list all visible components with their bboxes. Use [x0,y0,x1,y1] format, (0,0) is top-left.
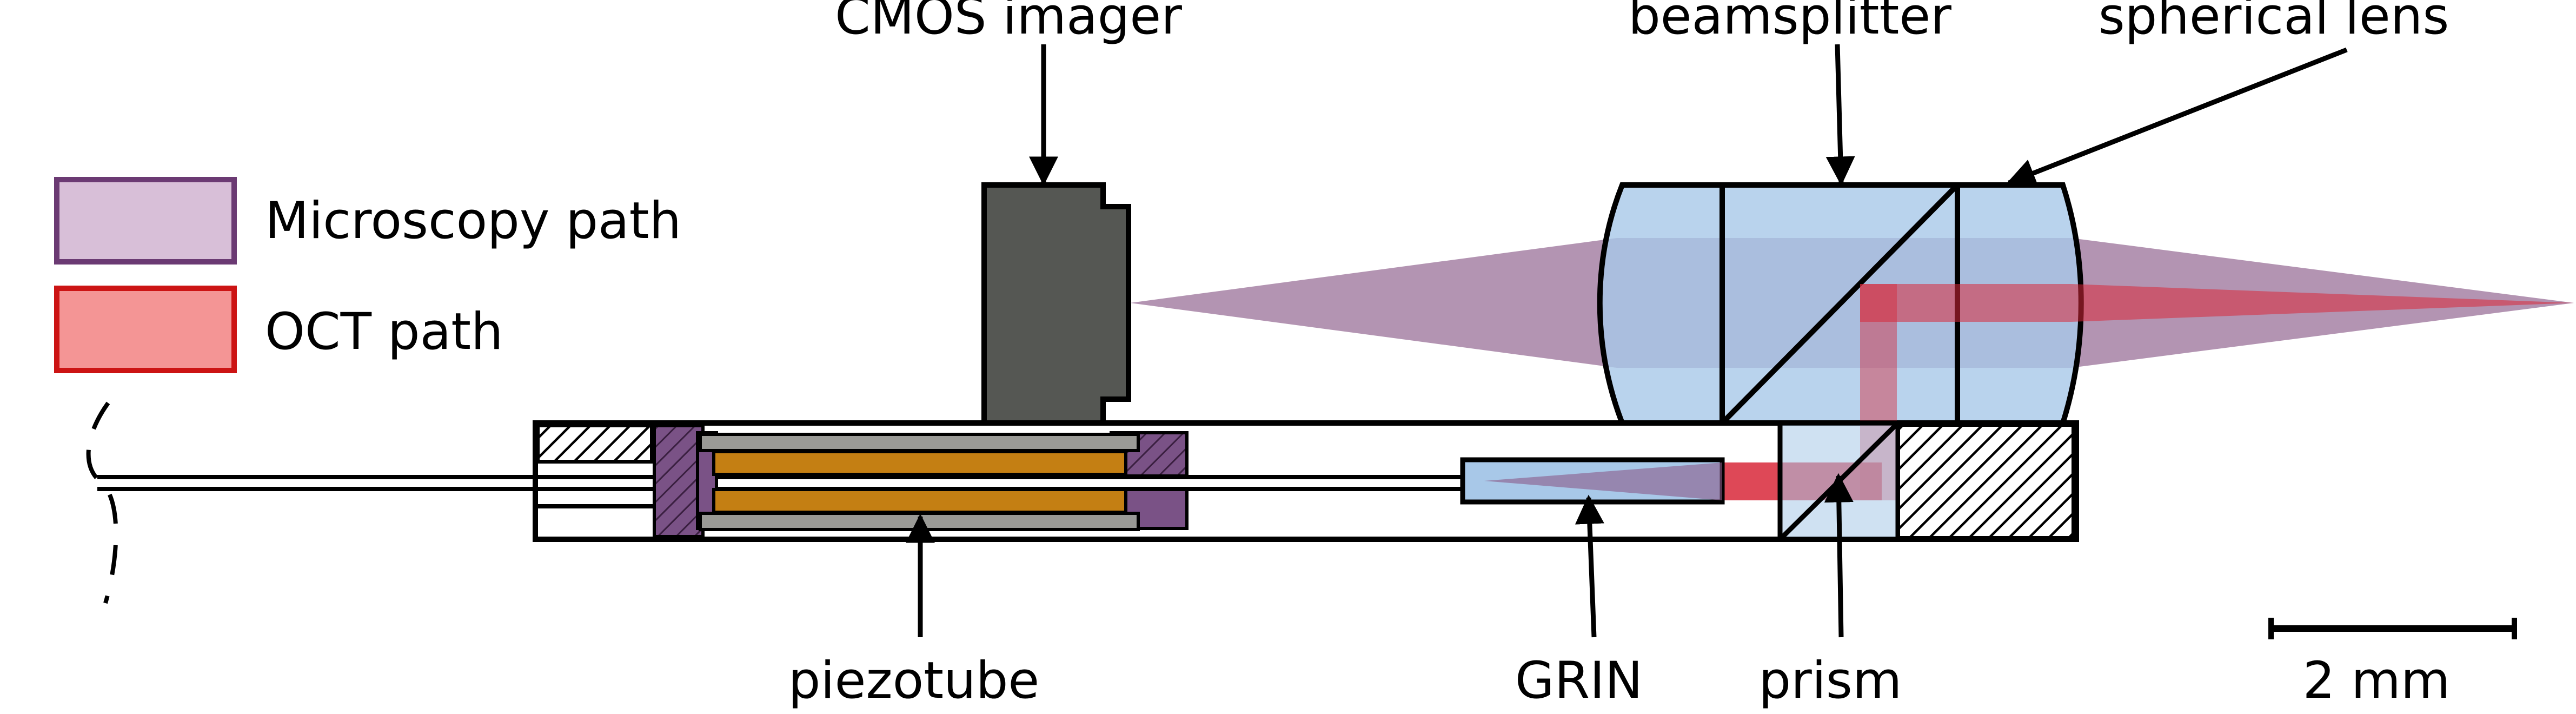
label-grin: GRIN [1515,651,1643,710]
arrow-prism [1824,473,1854,638]
housing-hatched-right [1896,422,2076,540]
fiber-break-mark [86,401,118,604]
grin-lens [1460,457,1725,505]
legend-label-oct: OCT path [265,302,503,361]
legend-label-microscopy: Microscopy path [265,191,681,250]
spherical-lens-left [1597,182,1725,426]
label-cmos-imager: CMOS imager [835,0,1182,46]
arrow-beamsplitter [1825,44,1855,186]
housing-hatched-left [536,424,653,463]
cmos-imager [981,182,1131,426]
legend-swatch-oct [54,286,237,373]
scale-bar-label: 2 mm [2303,651,2451,710]
label-beamsplitter: beamsplitter [1628,0,1951,46]
legend-swatch-microscopy [54,177,237,265]
label-piezotube: piezotube [788,651,1039,710]
label-prism: prism [1759,651,1902,710]
legend: Microscopy path OCT path [54,177,681,373]
arrow-grin [1575,494,1604,638]
piezotube [699,433,1140,531]
arrow-spherical-lens [2006,47,2348,187]
label-spherical-lens: spherical lens [2099,0,2449,46]
scale-bar: 2 mm [2268,618,2517,710]
optical-fiber [97,475,1463,491]
